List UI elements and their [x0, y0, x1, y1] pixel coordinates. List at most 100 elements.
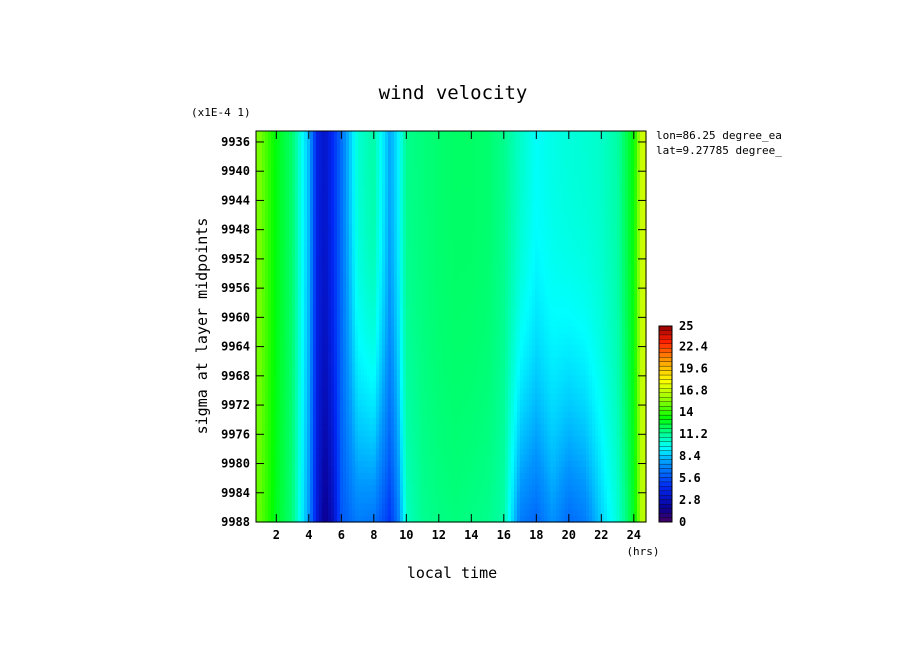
- heatmap-cell: [424, 143, 428, 150]
- heatmap-cell: [487, 485, 491, 493]
- heatmap-cell: [439, 253, 443, 260]
- heatmap-cell: [448, 326, 452, 334]
- heatmap-cell: [418, 167, 422, 175]
- heatmap-cell: [445, 283, 449, 291]
- heatmap-cell: [277, 320, 281, 328]
- heatmap-cell: [421, 363, 425, 370]
- heatmap-cell: [376, 222, 380, 230]
- heatmap-cell: [433, 357, 437, 364]
- heatmap-cell: [463, 192, 467, 199]
- heatmap-cell: [484, 161, 488, 169]
- heatmap-cell: [331, 228, 335, 236]
- heatmap-cell: [481, 234, 485, 242]
- heatmap-cell: [439, 387, 443, 395]
- heatmap-cell: [415, 515, 419, 523]
- heatmap-cell: [367, 271, 371, 279]
- heatmap-cell: [271, 436, 275, 444]
- heatmap-cell: [283, 344, 287, 352]
- heatmap-cell: [481, 289, 485, 297]
- heatmap-cell: [277, 228, 281, 236]
- heatmap-cell: [328, 424, 332, 431]
- heatmap-cell: [382, 442, 386, 450]
- heatmap-cell: [373, 387, 377, 395]
- heatmap-cell: [274, 283, 278, 291]
- heatmap-cell: [283, 418, 287, 425]
- heatmap-cell: [409, 185, 413, 193]
- heatmap-cell: [427, 418, 431, 425]
- heatmap-cell: [382, 198, 386, 205]
- heatmap-cell: [424, 216, 428, 224]
- heatmap-cell: [385, 216, 389, 224]
- heatmap-cell: [286, 418, 290, 425]
- heatmap-cell: [286, 350, 290, 358]
- heatmap-cell: [445, 240, 449, 248]
- heatmap-cell: [292, 259, 296, 267]
- heatmap-cell: [352, 173, 356, 181]
- heatmap-cell: [388, 503, 392, 511]
- heatmap-cell: [292, 326, 296, 334]
- heatmap-cell: [367, 210, 371, 218]
- heatmap-cell: [274, 497, 278, 505]
- heatmap-cell: [289, 485, 293, 493]
- heatmap-cell: [463, 424, 467, 431]
- heatmap-cell: [292, 155, 296, 163]
- heatmap-cell: [343, 399, 347, 407]
- heatmap-cell: [487, 277, 491, 285]
- heatmap-cell: [289, 259, 293, 267]
- heatmap-cell: [385, 473, 389, 480]
- heatmap-cell: [418, 302, 422, 309]
- heatmap-cell: [334, 259, 338, 267]
- heatmap-cell: [334, 369, 338, 376]
- heatmap-cell: [460, 131, 464, 138]
- heatmap-cell: [463, 515, 467, 523]
- heatmap-cell: [325, 424, 329, 431]
- heatmap-cell: [466, 308, 470, 315]
- heatmap-cell: [406, 387, 410, 395]
- heatmap-cell: [412, 295, 416, 303]
- heatmap-cell: [490, 131, 494, 138]
- heatmap-cell: [322, 485, 326, 493]
- heatmap-cell: [334, 497, 338, 505]
- heatmap-cell: [433, 222, 437, 230]
- heatmap-cell: [259, 497, 263, 505]
- heatmap-cell: [379, 198, 383, 205]
- heatmap-cell: [313, 393, 317, 401]
- heatmap-cell: [466, 460, 470, 468]
- heatmap-cell: [277, 485, 281, 493]
- heatmap-cell: [454, 149, 458, 157]
- heatmap-cell: [331, 185, 335, 193]
- heatmap-cell: [346, 198, 350, 205]
- heatmap-cell: [406, 185, 410, 193]
- heatmap-cell: [355, 503, 359, 511]
- heatmap-cell: [424, 375, 428, 383]
- heatmap-cell: [397, 479, 401, 486]
- heatmap-cell: [370, 332, 374, 340]
- heatmap-cell: [406, 247, 410, 254]
- heatmap-cell: [481, 497, 485, 505]
- heatmap-cell: [475, 143, 479, 150]
- heatmap-cell: [307, 210, 311, 218]
- heatmap-cell: [475, 314, 479, 321]
- heatmap-cell: [463, 185, 467, 193]
- heatmap-cell: [448, 320, 452, 328]
- heatmap-cell: [262, 277, 266, 285]
- heatmap-cell: [271, 326, 275, 334]
- heatmap-cell: [319, 473, 323, 480]
- heatmap-cell: [403, 344, 407, 352]
- heatmap-cell: [478, 277, 482, 285]
- heatmap-cell: [298, 320, 302, 328]
- heatmap-cell: [487, 240, 491, 248]
- heatmap-cell: [439, 350, 443, 358]
- heatmap-cell: [304, 381, 308, 389]
- heatmap-cell: [424, 295, 428, 303]
- heatmap-cell: [481, 283, 485, 291]
- heatmap-cell: [358, 320, 362, 328]
- heatmap-cell: [280, 503, 284, 511]
- heatmap-cell: [292, 247, 296, 254]
- heatmap-cell: [436, 289, 440, 297]
- heatmap-cell: [361, 430, 365, 438]
- heatmap-cell: [451, 399, 455, 407]
- heatmap-cell: [466, 412, 470, 419]
- heatmap-cell: [295, 137, 299, 144]
- heatmap-cell: [295, 405, 299, 413]
